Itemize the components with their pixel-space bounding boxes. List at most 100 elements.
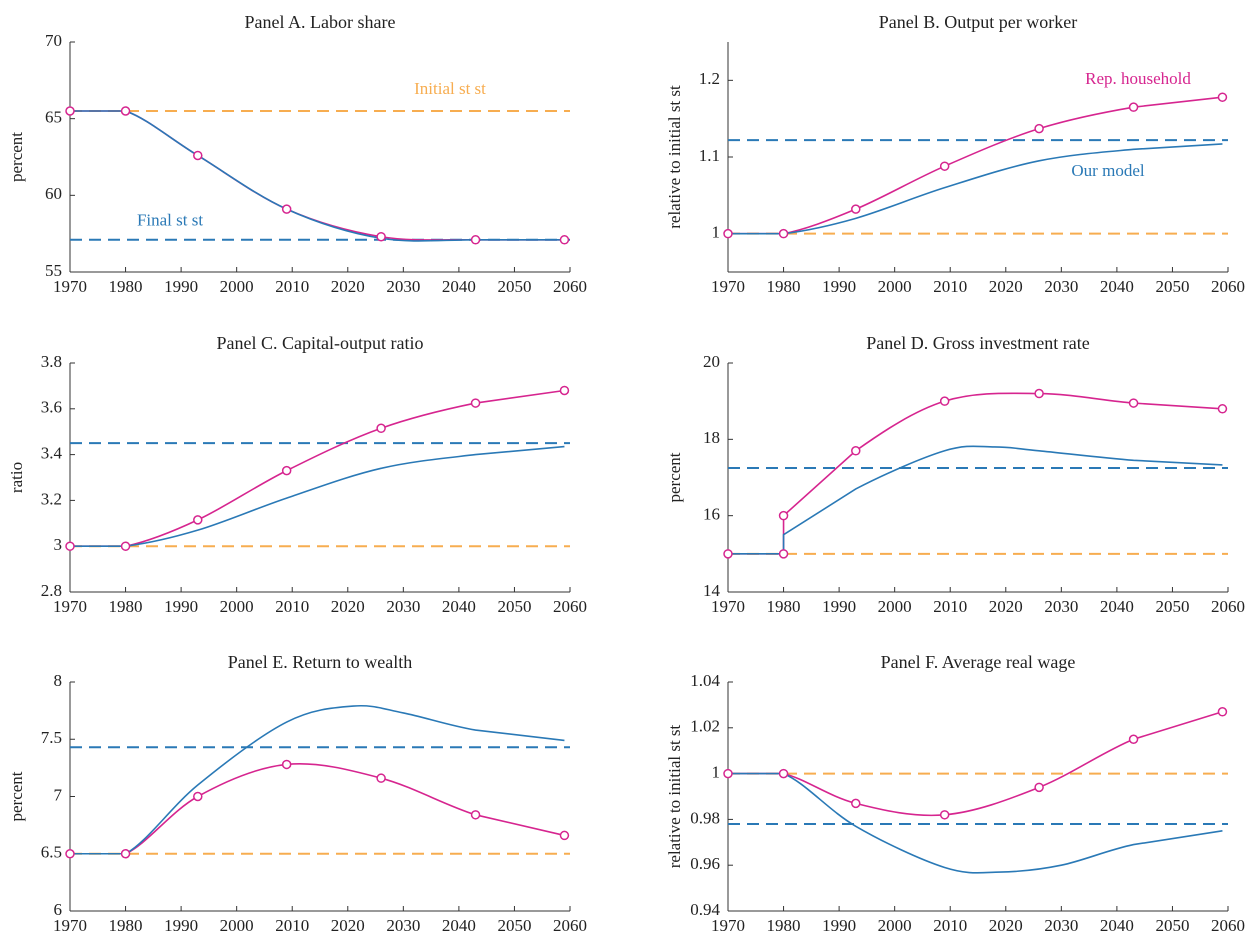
y-tick-label: 14 xyxy=(703,581,721,600)
series-line xyxy=(728,772,1223,874)
x-tick-label: 2000 xyxy=(220,916,254,935)
marker xyxy=(723,768,733,779)
x-tick-label: 2000 xyxy=(220,597,254,616)
marker xyxy=(723,549,733,559)
x-tick-label: 2030 xyxy=(1044,277,1078,296)
y-tick-label: 6 xyxy=(54,900,63,919)
panel-title: Panel D. Gross investment rate xyxy=(866,333,1089,353)
y-tick-label: 20 xyxy=(703,352,720,371)
marker xyxy=(778,510,789,521)
y-tick-label: 6.5 xyxy=(41,843,62,862)
panel-title: Panel A. Labor share xyxy=(245,12,396,32)
marker xyxy=(559,385,570,396)
marker xyxy=(778,228,789,239)
marker xyxy=(1034,782,1044,793)
y-tick-label: 3.8 xyxy=(41,352,62,371)
x-tick-label: 2000 xyxy=(878,597,912,616)
y-tick-label: 1.2 xyxy=(699,69,720,88)
y-tick-label: 16 xyxy=(703,505,720,524)
marker xyxy=(939,810,950,820)
x-tick-label: 2050 xyxy=(497,916,531,935)
x-tick-label: 2040 xyxy=(442,277,476,296)
y-tick-label: 3 xyxy=(54,535,63,554)
x-tick-label: 2020 xyxy=(989,277,1023,296)
marker xyxy=(1217,707,1228,717)
marker xyxy=(65,541,75,551)
series-annotation: Our model xyxy=(1071,161,1144,180)
y-tick-label: 3.4 xyxy=(41,444,63,463)
y-axis-label: percent xyxy=(7,132,26,182)
y-tick-label: 2.8 xyxy=(41,581,62,600)
series-line xyxy=(70,445,565,547)
marker xyxy=(376,773,386,783)
y-axis-label: relative to initial st st xyxy=(665,724,684,868)
marker xyxy=(1128,102,1139,112)
x-tick-label: 2000 xyxy=(220,277,254,296)
x-tick-label: 2010 xyxy=(933,277,967,296)
series-line xyxy=(728,96,1223,235)
x-tick-label: 2000 xyxy=(878,916,912,935)
marker xyxy=(281,465,292,476)
x-tick-label: 1990 xyxy=(164,916,198,935)
x-tick-label: 2020 xyxy=(331,597,365,616)
panel: Panel A. Labor share percent 1970 1980 1990 2… xyxy=(7,12,587,296)
series-line xyxy=(70,389,565,547)
x-tick-label: 1970 xyxy=(711,597,745,616)
x-tick-label: 1990 xyxy=(822,597,856,616)
x-tick-label: 2030 xyxy=(1044,916,1078,935)
marker xyxy=(1128,734,1139,744)
series-line xyxy=(728,392,1223,555)
x-tick-label: 2050 xyxy=(497,277,531,296)
marker xyxy=(1034,388,1044,399)
y-tick-label: 1.1 xyxy=(699,146,720,165)
panel-title: Panel B. Output per worker xyxy=(879,12,1077,32)
x-tick-label: 2040 xyxy=(442,597,476,616)
marker xyxy=(559,235,570,245)
y-tick-label: 1.04 xyxy=(690,671,720,690)
series-annotation: Initial st st xyxy=(414,79,486,98)
x-tick-label: 2010 xyxy=(275,277,309,296)
marker xyxy=(193,150,203,161)
marker xyxy=(193,515,203,525)
marker xyxy=(778,768,789,779)
x-tick-label: 2020 xyxy=(989,597,1023,616)
series-line xyxy=(728,711,1223,817)
x-tick-label: 2000 xyxy=(878,277,912,296)
x-tick-label: 1990 xyxy=(164,277,198,296)
y-tick-label: 55 xyxy=(45,261,62,280)
x-tick-label: 2040 xyxy=(442,916,476,935)
marker xyxy=(939,161,950,171)
x-tick-label: 1980 xyxy=(767,597,801,616)
x-tick-label: 1980 xyxy=(109,916,143,935)
y-axis-label: percent xyxy=(665,452,684,502)
x-tick-label: 1970 xyxy=(711,277,745,296)
marker xyxy=(376,231,386,242)
marker xyxy=(281,204,292,214)
marker xyxy=(559,830,570,841)
marker xyxy=(470,810,481,820)
x-tick-label: 2020 xyxy=(331,916,365,935)
x-tick-label: 1990 xyxy=(822,277,856,296)
x-tick-label: 2060 xyxy=(553,277,587,296)
x-tick-label: 1990 xyxy=(822,916,856,935)
x-tick-label: 2010 xyxy=(933,597,967,616)
marker xyxy=(65,849,75,859)
x-tick-label: 1990 xyxy=(164,597,198,616)
x-tick-label: 2030 xyxy=(1044,597,1078,616)
x-tick-label: 2010 xyxy=(275,916,309,935)
panel-title: Panel C. Capital-output ratio xyxy=(217,333,424,353)
panel: Panel C. Capital-output ratio ratio 1970 19… xyxy=(7,333,587,616)
marker xyxy=(120,106,131,116)
y-tick-label: 1 xyxy=(712,763,721,782)
x-tick-label: 1970 xyxy=(711,916,745,935)
x-tick-label: 2060 xyxy=(553,597,587,616)
x-tick-label: 2060 xyxy=(553,916,587,935)
y-axis-label: relative to initial st st xyxy=(665,85,684,229)
marker xyxy=(470,235,481,245)
marker xyxy=(1217,404,1228,414)
y-tick-label: 0.98 xyxy=(690,808,720,827)
marker xyxy=(281,759,292,770)
x-tick-label: 2050 xyxy=(1155,277,1189,296)
